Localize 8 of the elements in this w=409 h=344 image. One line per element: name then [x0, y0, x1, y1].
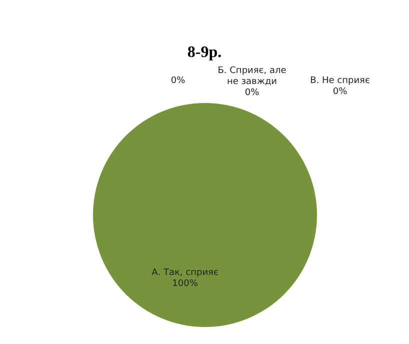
text: 0%	[332, 87, 348, 97]
category-label: В. Не сприяє	[310, 76, 370, 86]
category-label: Б. Сприяє, але не завжди	[218, 66, 286, 87]
text: 0%	[170, 76, 186, 86]
chart-title: 8-9р.	[187, 44, 222, 61]
data-label: 100%	[172, 279, 198, 289]
slice-label: А. Так, сприяє	[152, 268, 218, 278]
text: 0%	[244, 88, 260, 98]
